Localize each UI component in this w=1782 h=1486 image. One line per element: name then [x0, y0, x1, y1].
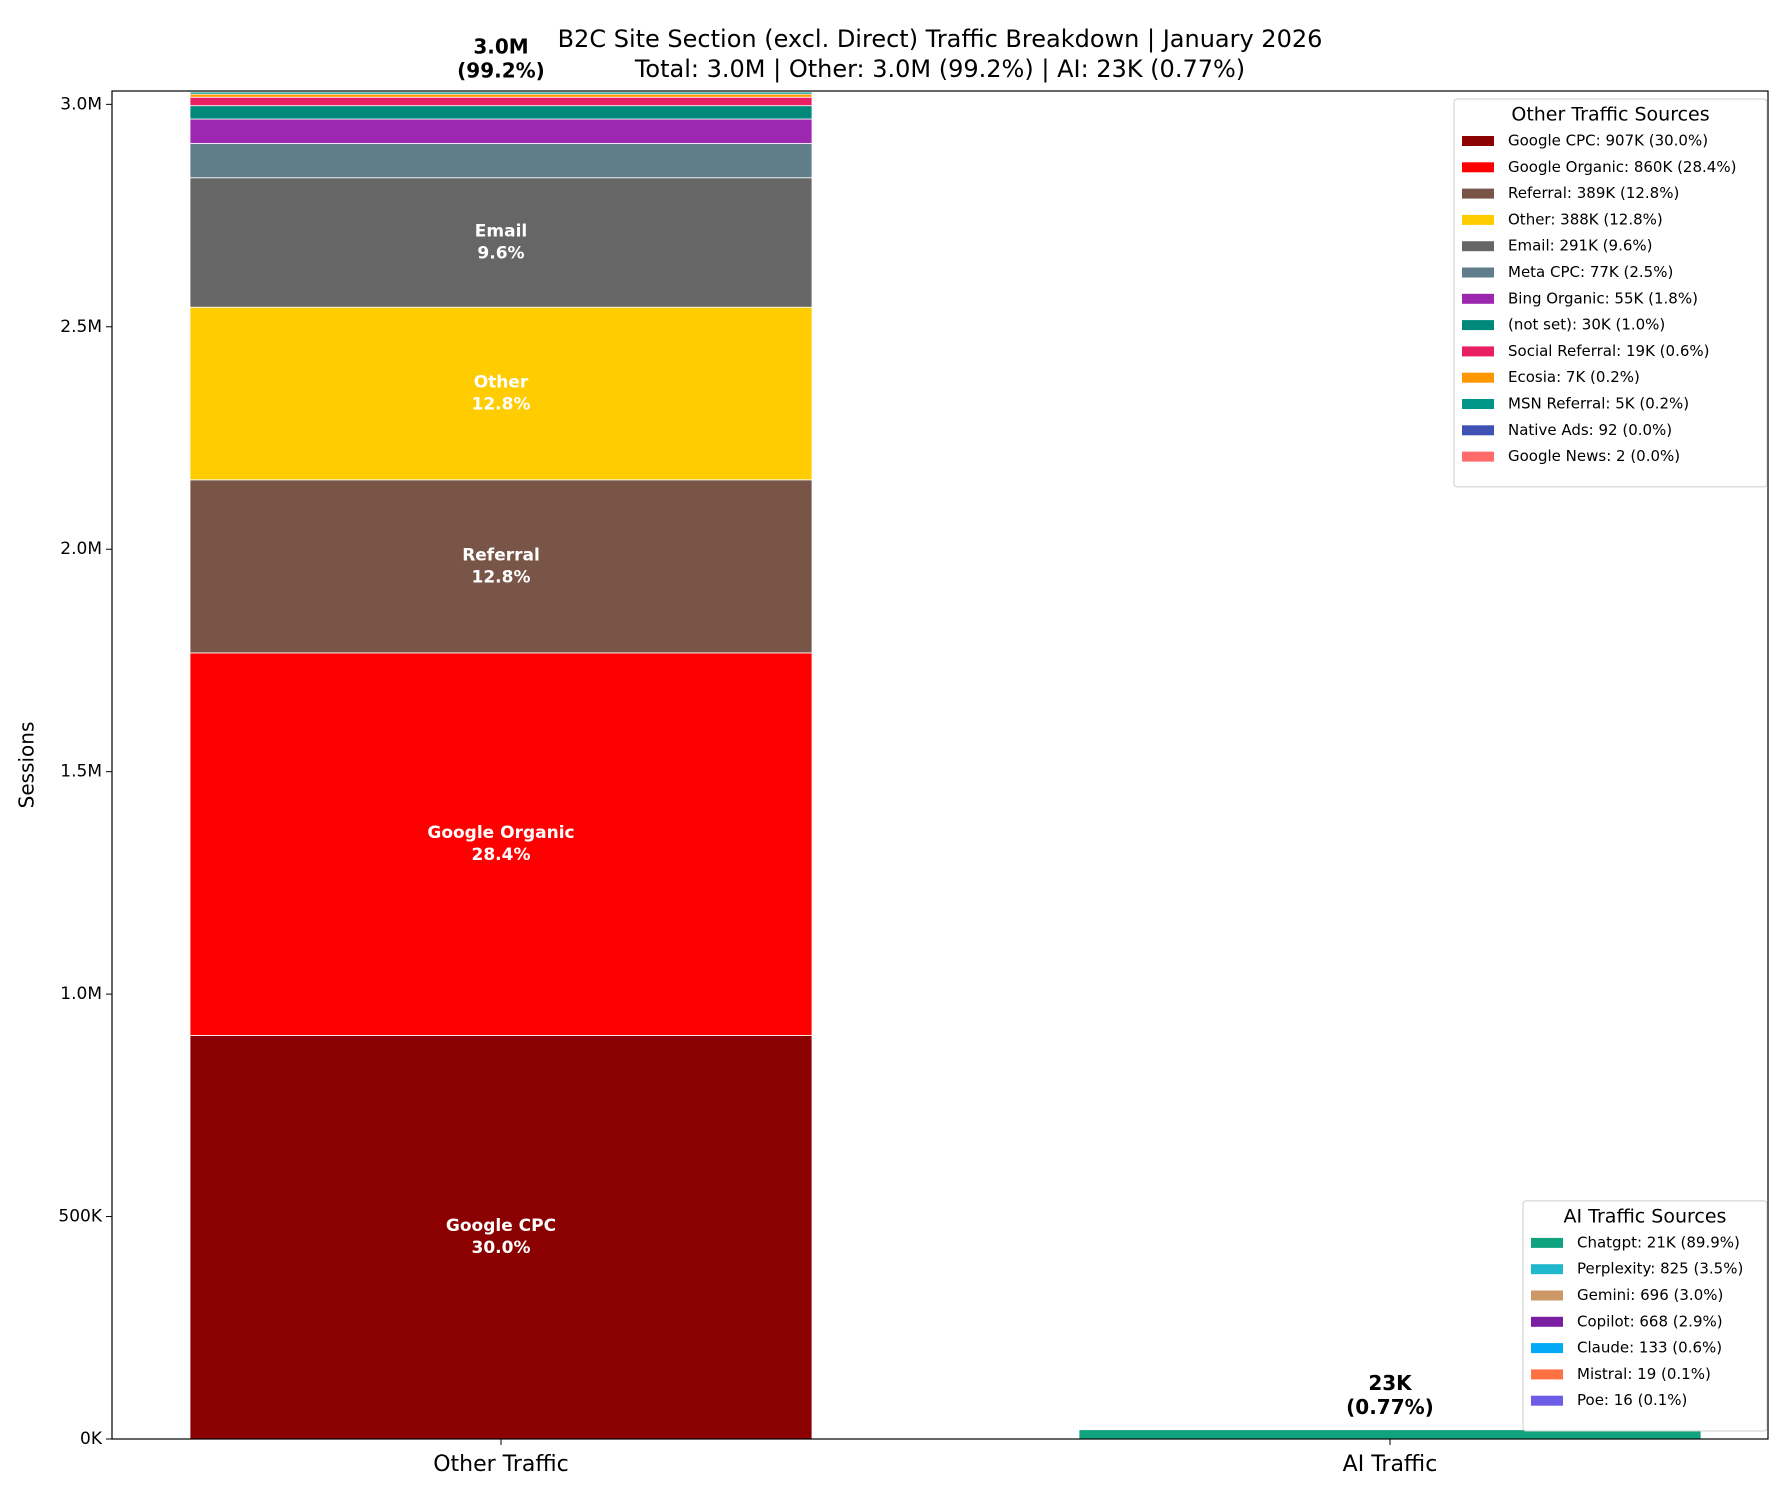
legend-title: Other Traffic Sources — [1511, 104, 1709, 126]
x-tick-label: AI Traffic — [1343, 1452, 1438, 1477]
total-label: 3.0M — [473, 34, 528, 58]
bar-segment — [189, 1035, 813, 1440]
total-label: 23K — [1368, 1371, 1413, 1395]
legend-box — [1453, 98, 1768, 488]
legend-swatch — [1462, 451, 1494, 462]
legend-swatch — [1531, 1343, 1563, 1354]
bar-segment — [189, 479, 813, 654]
bar-segment — [189, 105, 813, 120]
segment-share: 30.0% — [472, 1238, 531, 1258]
y-tick-label: 2.5M — [60, 317, 102, 337]
legend-label: Other: 388K (12.8%) — [1508, 210, 1663, 228]
legend-label: Claude: 133 (0.6%) — [1577, 1339, 1722, 1357]
legend-swatch — [1531, 1316, 1563, 1327]
legend-swatch — [1462, 372, 1494, 383]
legend-swatch — [1531, 1237, 1563, 1248]
legend-label: (not set): 30K (1.0%) — [1508, 316, 1665, 334]
y-tick-label: 2.0M — [60, 539, 102, 559]
legend-label: Perplexity: 825 (3.5%) — [1577, 1260, 1743, 1278]
legend-label: Poe: 16 (0.1%) — [1577, 1391, 1687, 1409]
segment-name: Email — [475, 221, 527, 241]
legend-label: Ecosia: 7K (0.2%) — [1508, 368, 1640, 386]
legend-swatch — [1462, 188, 1494, 199]
chart-subtitle: Total: 3.0M | Other: 3.0M (99.2%) | AI: … — [634, 55, 1245, 83]
bar-segment — [189, 93, 813, 98]
y-tick-label: 0K — [80, 1429, 103, 1449]
bar-segment — [189, 143, 813, 179]
segment-name: Other — [474, 373, 529, 393]
legend-swatch — [1462, 399, 1494, 409]
legend-label: Email: 291K (9.6%) — [1508, 237, 1653, 255]
legend-label: Mistral: 19 (0.1%) — [1577, 1365, 1711, 1383]
legend-title: AI Traffic Sources — [1564, 1205, 1727, 1227]
legend-swatch — [1462, 267, 1494, 278]
y-tick-label: 1.0M — [60, 984, 102, 1004]
legend-swatch — [1531, 1264, 1563, 1275]
y-tick-label: 1.5M — [60, 762, 102, 782]
total-label: (0.77%) — [1346, 1395, 1434, 1419]
legend-label: Meta CPC: 77K (2.5%) — [1508, 263, 1673, 281]
legend-swatch — [1462, 214, 1494, 225]
legend-label: Bing Organic: 55K (1.8%) — [1508, 289, 1698, 307]
total-label: (99.2%) — [457, 58, 545, 82]
legend-label: Social Referral: 19K (0.6%) — [1508, 342, 1709, 360]
legend-label: Google CPC: 907K (30.0%) — [1508, 132, 1708, 150]
bar-segment — [189, 177, 813, 308]
legend-label: Chatgpt: 21K (89.9%) — [1577, 1233, 1740, 1251]
segment-share: 12.8% — [472, 567, 531, 587]
legend-box — [1522, 1200, 1768, 1432]
y-tick-label: 3.0M — [60, 94, 102, 114]
segment-share: 9.6% — [477, 243, 524, 263]
legend-swatch — [1462, 346, 1494, 357]
legend-label: Referral: 389K (12.8%) — [1508, 184, 1679, 202]
legend-label: Gemini: 696 (3.0%) — [1577, 1286, 1723, 1304]
bar-segment — [189, 652, 813, 1036]
segment-name: Google CPC — [446, 1216, 556, 1236]
legend-swatch — [1462, 320, 1494, 331]
segment-name: Referral — [462, 545, 540, 565]
y-axis-label: Sessions — [15, 722, 39, 809]
legend-label: Native Ads: 92 (0.0%) — [1508, 421, 1672, 439]
x-tick-label: Other Traffic — [433, 1452, 569, 1477]
legend-swatch — [1531, 1395, 1563, 1406]
legend-swatch — [1462, 136, 1494, 146]
chart-title: B2C Site Section (excl. Direct) Traffic … — [558, 25, 1323, 53]
legend-swatch — [1462, 162, 1494, 173]
segment-share: 28.4% — [472, 845, 531, 865]
legend-label: Google News: 2 (0.0%) — [1508, 447, 1680, 465]
bar-segment — [189, 96, 813, 107]
bar-segment — [189, 118, 813, 144]
legend-label: Copilot: 668 (2.9%) — [1577, 1312, 1723, 1330]
legend-swatch — [1531, 1369, 1563, 1380]
legend-swatch — [1531, 1290, 1563, 1301]
legend-label: MSN Referral: 5K (0.2%) — [1508, 395, 1689, 413]
y-tick-label: 500K — [58, 1207, 102, 1227]
bar-segment — [189, 306, 813, 481]
plot-frame — [111, 90, 1769, 1440]
legend-swatch — [1462, 293, 1494, 304]
legend-swatch — [1462, 241, 1494, 252]
legend-label: Google Organic: 860K (28.4%) — [1508, 158, 1736, 176]
segment-name: Google Organic — [427, 823, 574, 843]
segment-share: 12.8% — [472, 395, 531, 415]
legend-swatch — [1462, 425, 1494, 436]
